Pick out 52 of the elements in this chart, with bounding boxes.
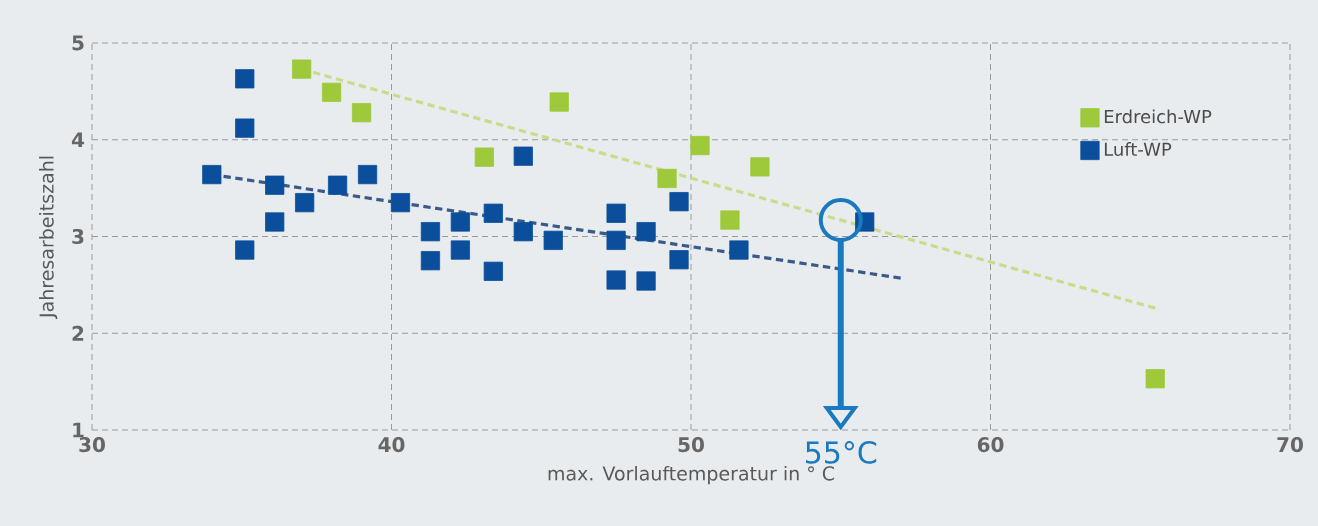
point: [729, 240, 749, 260]
point: [450, 212, 470, 232]
point: [322, 82, 342, 102]
point: [420, 251, 441, 271]
point: [750, 157, 770, 177]
ref-line-label: 55°C: [806, 441, 877, 464]
y-tick-label: 4: [71, 132, 85, 148]
point: [669, 250, 689, 270]
point: [636, 271, 656, 291]
point: [606, 203, 626, 223]
x-tick-label: 60: [977, 437, 1004, 453]
x-axis-title: max. Vorlauftemperatur in ° C: [548, 465, 835, 485]
point: [483, 203, 503, 223]
point: [549, 92, 569, 112]
point: [295, 193, 315, 213]
point: [606, 270, 626, 290]
x-tick-label: 40: [378, 437, 405, 453]
point: [292, 59, 312, 79]
point: [450, 240, 470, 260]
y-tick-label: 5: [72, 35, 84, 51]
point: [235, 118, 255, 138]
point: [235, 69, 255, 89]
point: [513, 146, 533, 166]
point: [657, 168, 677, 189]
legend-label: Luft-WP: [1104, 142, 1172, 157]
point: [351, 103, 372, 123]
point: [669, 192, 689, 212]
point: [513, 222, 533, 242]
point: [543, 230, 563, 250]
point: [265, 175, 285, 195]
y-tick-label: 2: [72, 325, 84, 341]
point: [483, 261, 503, 281]
point: [265, 212, 285, 232]
x-tick-label: 30: [79, 437, 105, 453]
point: [720, 210, 740, 230]
y-tick-label: 3: [72, 228, 84, 245]
x-tick-label: 50: [678, 437, 704, 453]
point: [390, 193, 411, 213]
point: [1145, 369, 1165, 389]
legend-label: Erdreich-WP: [1104, 109, 1212, 124]
point: [474, 147, 494, 167]
point: [357, 164, 378, 185]
point: [636, 222, 656, 242]
y-axis-title: Jahresarbeitszahl: [39, 156, 58, 319]
point: [235, 240, 255, 260]
point: [606, 230, 626, 250]
x-tick-label: 70: [1277, 437, 1303, 453]
point: [202, 164, 222, 185]
y-tick-label: 1: [73, 422, 84, 438]
point: [327, 175, 348, 195]
point: [420, 222, 441, 242]
point: [690, 135, 710, 156]
